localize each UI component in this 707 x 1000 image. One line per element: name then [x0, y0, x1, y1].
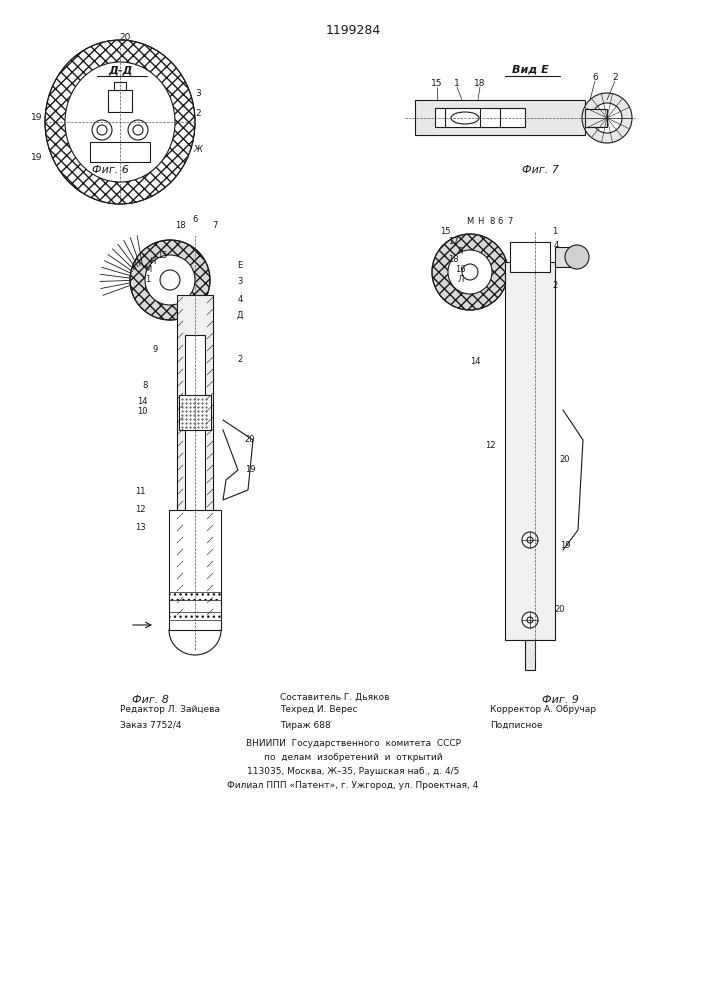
Text: М: М — [467, 218, 474, 227]
Bar — [415, 100, 585, 135]
Text: 17: 17 — [448, 237, 458, 246]
Text: 20: 20 — [555, 605, 566, 614]
Bar — [555, 247, 570, 267]
Bar — [169, 592, 221, 600]
Text: 14: 14 — [469, 358, 480, 366]
Bar — [585, 109, 607, 127]
Text: Фиг. 8: Фиг. 8 — [132, 695, 168, 705]
Text: Редактор Л. Зайцева: Редактор Л. Зайцева — [120, 706, 220, 714]
Text: Е: Е — [238, 260, 243, 269]
Text: 2: 2 — [612, 73, 618, 82]
Text: 4: 4 — [238, 296, 243, 304]
Bar — [505, 262, 555, 640]
Text: М: М — [144, 265, 151, 274]
Bar — [90, 142, 150, 162]
Circle shape — [582, 93, 632, 143]
Text: 15: 15 — [157, 250, 168, 259]
Text: 19: 19 — [560, 540, 571, 550]
Text: Подписное: Подписное — [490, 720, 542, 730]
Text: 19: 19 — [30, 112, 42, 121]
Text: Фиг. 7: Фиг. 7 — [522, 165, 559, 175]
Text: 7: 7 — [212, 221, 218, 230]
Circle shape — [145, 255, 195, 305]
Text: Д: Д — [237, 310, 243, 320]
Circle shape — [92, 120, 112, 140]
Circle shape — [130, 240, 210, 320]
Text: Н: Н — [477, 218, 483, 227]
Text: 6: 6 — [592, 73, 598, 82]
Text: 12: 12 — [135, 506, 145, 514]
Text: 1: 1 — [146, 275, 151, 284]
Text: 10: 10 — [136, 408, 147, 416]
Bar — [179, 395, 211, 430]
Text: 20: 20 — [119, 33, 131, 42]
Text: Вид Е: Вид Е — [512, 65, 549, 75]
Bar — [108, 90, 132, 112]
Bar — [435, 108, 525, 127]
Text: 3: 3 — [195, 90, 201, 99]
Text: 6: 6 — [497, 218, 503, 227]
Circle shape — [160, 270, 180, 290]
Bar — [177, 295, 213, 620]
Text: 1: 1 — [454, 79, 460, 88]
Text: Филиал ППП «Патент», г. Ужгород, ул. Проектная, 4: Филиал ППП «Патент», г. Ужгород, ул. Про… — [228, 780, 479, 790]
Text: 8: 8 — [489, 218, 495, 227]
Text: 19: 19 — [30, 152, 42, 161]
Text: Заказ 7752/4: Заказ 7752/4 — [120, 720, 182, 730]
Text: Корректор А. Обручар: Корректор А. Обручар — [490, 706, 596, 714]
Text: Составитель Г. Дьяков: Составитель Г. Дьяков — [280, 692, 390, 702]
Text: Техред И. Верес: Техред И. Верес — [280, 706, 358, 714]
Text: 2: 2 — [195, 109, 201, 118]
Text: по  делам  изобретений  и  открытий: по делам изобретений и открытий — [264, 752, 443, 762]
Text: Л: Л — [458, 275, 464, 284]
Text: 7: 7 — [508, 218, 513, 227]
Text: ВНИИПИ  Государственного  комитета  СССР: ВНИИПИ Государственного комитета СССР — [245, 738, 460, 748]
Text: 1: 1 — [552, 228, 558, 236]
Text: 11: 11 — [135, 488, 145, 496]
Text: 18: 18 — [175, 221, 185, 230]
Text: 9: 9 — [153, 346, 158, 355]
Bar — [525, 640, 535, 670]
Bar — [185, 335, 205, 600]
Text: 16: 16 — [455, 265, 465, 274]
Text: 2: 2 — [238, 356, 243, 364]
Circle shape — [592, 103, 622, 133]
Circle shape — [432, 234, 508, 310]
Text: 13: 13 — [135, 524, 146, 532]
Bar — [169, 510, 221, 630]
Circle shape — [522, 612, 538, 628]
Text: Фиг. 6: Фиг. 6 — [92, 165, 129, 175]
Circle shape — [448, 250, 492, 294]
Text: 2: 2 — [552, 280, 558, 290]
Text: 3: 3 — [238, 277, 243, 286]
Text: 20: 20 — [245, 436, 255, 444]
Ellipse shape — [451, 112, 479, 124]
Bar — [510, 242, 550, 272]
Text: 1199284: 1199284 — [325, 23, 380, 36]
Bar — [114, 82, 126, 90]
Text: Д-Д: Д-Д — [107, 65, 132, 75]
Text: 14: 14 — [136, 397, 147, 406]
Text: 18: 18 — [474, 79, 486, 88]
Text: Л: Л — [457, 247, 463, 256]
Text: 113035, Москва, Ж–35, Раушская наб., д. 4/5: 113035, Москва, Ж–35, Раушская наб., д. … — [247, 766, 459, 776]
Text: 15: 15 — [431, 79, 443, 88]
Circle shape — [565, 245, 589, 269]
Text: Н: Н — [148, 257, 156, 266]
Text: Фиг. 9: Фиг. 9 — [542, 695, 578, 705]
Text: 15: 15 — [440, 228, 450, 236]
Text: 4: 4 — [554, 240, 559, 249]
Text: 18: 18 — [448, 255, 458, 264]
Text: Тираж 688: Тираж 688 — [280, 720, 331, 730]
Bar — [169, 612, 221, 620]
Text: 20: 20 — [560, 456, 571, 464]
Text: 19: 19 — [245, 466, 255, 475]
Text: 8: 8 — [142, 380, 148, 389]
Text: 12: 12 — [485, 440, 495, 450]
Text: 6: 6 — [192, 216, 198, 225]
Text: Ж: Ж — [194, 145, 202, 154]
Ellipse shape — [65, 62, 175, 182]
Circle shape — [128, 120, 148, 140]
Circle shape — [522, 532, 538, 548]
